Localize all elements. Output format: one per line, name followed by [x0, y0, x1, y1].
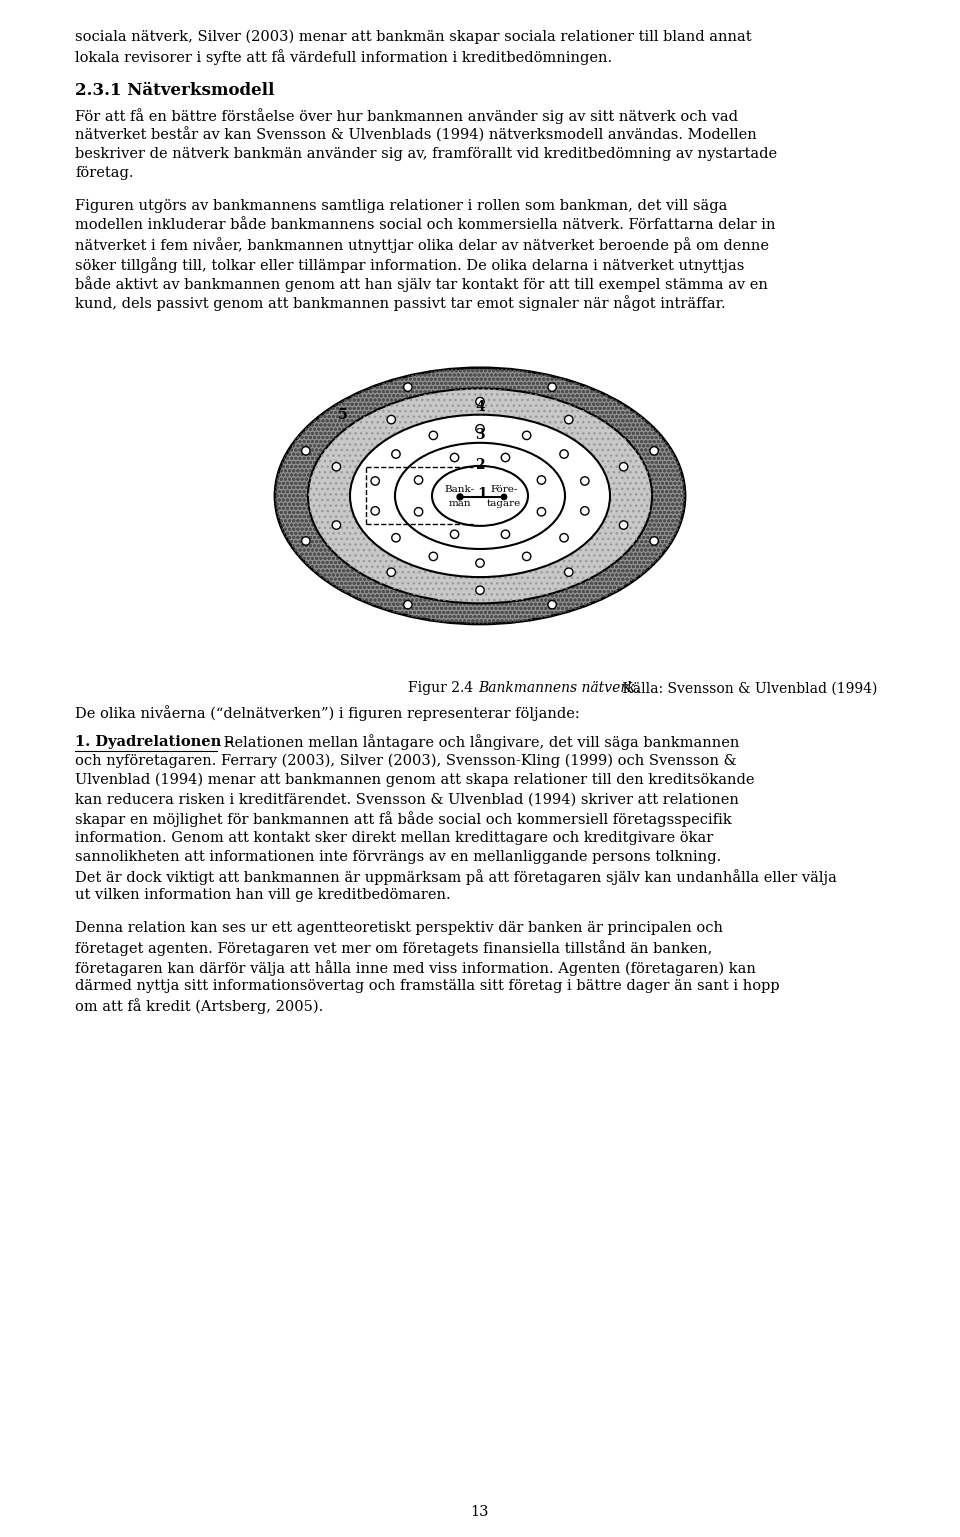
Circle shape [476, 559, 484, 567]
Text: Bankmannens nätverk.: Bankmannens nätverk. [478, 681, 639, 695]
Circle shape [538, 476, 545, 484]
Text: sociala nätverk, Silver (2003) menar att bankmän skapar sociala relationer till : sociala nätverk, Silver (2003) menar att… [75, 31, 752, 45]
Circle shape [387, 569, 396, 576]
Circle shape [301, 536, 310, 546]
Circle shape [560, 533, 568, 543]
Circle shape [476, 398, 484, 406]
Circle shape [371, 476, 379, 486]
Text: 3: 3 [475, 427, 485, 443]
Text: kan reducera risken i kreditfärendet. Svensson & Ulvenblad (1994) skriver att re: kan reducera risken i kreditfärendet. Sv… [75, 792, 739, 807]
Text: nätverket består av kan Svensson & Ulvenblads (1994) nätverksmodell användas. Mo: nätverket består av kan Svensson & Ulven… [75, 128, 756, 143]
Text: företagaren kan därför välja att hålla inne med viss information. Agenten (föret: företagaren kan därför välja att hålla i… [75, 959, 756, 976]
Text: Det är dock viktigt att bankmannen är uppmärksam på att företagaren själv kan un: Det är dock viktigt att bankmannen är up… [75, 868, 837, 885]
Text: För att få en bättre förståelse över hur bankmannen använder sig av sitt nätverk: För att få en bättre förståelse över hur… [75, 109, 738, 124]
Circle shape [538, 507, 545, 516]
Text: Denna relation kan ses ur ett agentteoretiskt perspektiv där banken är principal: Denna relation kan ses ur ett agentteore… [75, 921, 723, 936]
Text: Källa: Svensson & Ulvenblad (1994): Källa: Svensson & Ulvenblad (1994) [618, 681, 877, 695]
Circle shape [415, 476, 422, 484]
Circle shape [548, 601, 557, 609]
Circle shape [564, 569, 573, 576]
Circle shape [332, 463, 341, 470]
Ellipse shape [395, 443, 565, 549]
Circle shape [429, 432, 438, 440]
Circle shape [548, 383, 557, 392]
Circle shape [501, 453, 510, 461]
Text: skapar en möjlighet för bankmannen att få både social och kommersiell företagssp: skapar en möjlighet för bankmannen att f… [75, 812, 732, 827]
Text: om att få kredit (Artsberg, 2005).: om att få kredit (Artsberg, 2005). [75, 998, 324, 1014]
Ellipse shape [432, 466, 528, 526]
Circle shape [392, 450, 400, 458]
Text: söker tillgång till, tolkar eller tillämpar information. De olika delarna i nätv: söker tillgång till, tolkar eller tilläm… [75, 257, 744, 272]
Circle shape [429, 552, 438, 561]
Text: man: man [448, 498, 471, 507]
Ellipse shape [308, 389, 652, 604]
Circle shape [457, 493, 463, 500]
Text: tagare: tagare [487, 498, 521, 507]
Text: beskriver de nätverk bankmän använder sig av, framförallt vid kreditbedömning av: beskriver de nätverk bankmän använder si… [75, 148, 778, 161]
Ellipse shape [350, 415, 610, 576]
Circle shape [476, 424, 484, 433]
Circle shape [581, 507, 589, 515]
Text: 1: 1 [477, 487, 487, 501]
Text: information. Genom att kontakt sker direkt mellan kredittagare och kreditgivare : information. Genom att kontakt sker dire… [75, 830, 713, 845]
Circle shape [619, 521, 628, 529]
Text: Ulvenblad (1994) menar att bankmannen genom att skapa relationer till den kredit: Ulvenblad (1994) menar att bankmannen ge… [75, 773, 755, 787]
Circle shape [403, 383, 412, 392]
Text: De olika nivåerna (“delnätverken”) i figuren representerar följande:: De olika nivåerna (“delnätverken”) i fig… [75, 705, 580, 721]
Text: 5: 5 [338, 409, 348, 423]
Text: sannolikheten att informationen inte förvrängs av en mellanliggande persons tolk: sannolikheten att informationen inte för… [75, 850, 721, 864]
Circle shape [476, 586, 484, 595]
Text: 1. Dyadrelationen –: 1. Dyadrelationen – [75, 735, 233, 749]
Circle shape [403, 601, 412, 609]
Text: därmed nyttja sitt informationsövertag och framställa sitt företag i bättre dage: därmed nyttja sitt informationsövertag o… [75, 979, 780, 993]
Text: företaget agenten. Företagaren vet mer om företagets finansiella tillstånd än ba: företaget agenten. Företagaren vet mer o… [75, 941, 712, 956]
Circle shape [501, 495, 507, 500]
Text: nätverket i fem nivåer, bankmannen utnyttjar olika delar av nätverket beroende p: nätverket i fem nivåer, bankmannen utnyt… [75, 238, 769, 254]
Circle shape [387, 415, 396, 424]
Text: ut vilken information han vill ge kreditbedömaren.: ut vilken information han vill ge kredit… [75, 888, 450, 902]
Circle shape [392, 533, 400, 543]
Text: modellen inkluderar både bankmannens social och kommersiella nätverk. Författarn: modellen inkluderar både bankmannens soc… [75, 218, 776, 232]
Circle shape [371, 507, 379, 515]
Circle shape [650, 447, 659, 455]
Circle shape [450, 530, 459, 538]
Text: Figuren utgörs av bankmannens samtliga relationer i rollen som bankman, det vill: Figuren utgörs av bankmannens samtliga r… [75, 200, 728, 214]
Ellipse shape [275, 367, 685, 624]
Text: lokala revisorer i syfte att få värdefull information i kreditbedömningen.: lokala revisorer i syfte att få värdeful… [75, 49, 612, 65]
Text: både aktivt av bankmannen genom att han själv tar kontakt för att till exempel s: både aktivt av bankmannen genom att han … [75, 277, 768, 292]
Circle shape [450, 453, 459, 461]
Text: och nyföretagaren. Ferrary (2003), Silver (2003), Svensson-Kling (1999) och Sven: och nyföretagaren. Ferrary (2003), Silve… [75, 753, 736, 768]
Text: Figur 2.4: Figur 2.4 [409, 681, 478, 695]
Circle shape [564, 415, 573, 424]
Circle shape [501, 530, 510, 538]
Text: 2: 2 [475, 458, 485, 472]
Circle shape [301, 447, 310, 455]
Circle shape [522, 432, 531, 440]
Text: företag.: företag. [75, 166, 133, 180]
Circle shape [581, 476, 589, 486]
Circle shape [560, 450, 568, 458]
Circle shape [332, 521, 341, 529]
Text: Bank-: Bank- [444, 484, 475, 493]
Text: 4: 4 [475, 400, 485, 413]
Circle shape [522, 552, 531, 561]
Text: Före-: Före- [491, 484, 517, 493]
Text: Relationen mellan låntagare och långivare, det vill säga bankmannen: Relationen mellan låntagare och långivar… [219, 735, 739, 750]
Circle shape [619, 463, 628, 470]
Text: 2.3.1 Nätverksmodell: 2.3.1 Nätverksmodell [75, 83, 275, 100]
Circle shape [415, 507, 422, 516]
Text: 13: 13 [470, 1505, 490, 1519]
Circle shape [650, 536, 659, 546]
Text: kund, dels passivt genom att bankmannen passivt tar emot signaler när något intr: kund, dels passivt genom att bankmannen … [75, 295, 726, 310]
